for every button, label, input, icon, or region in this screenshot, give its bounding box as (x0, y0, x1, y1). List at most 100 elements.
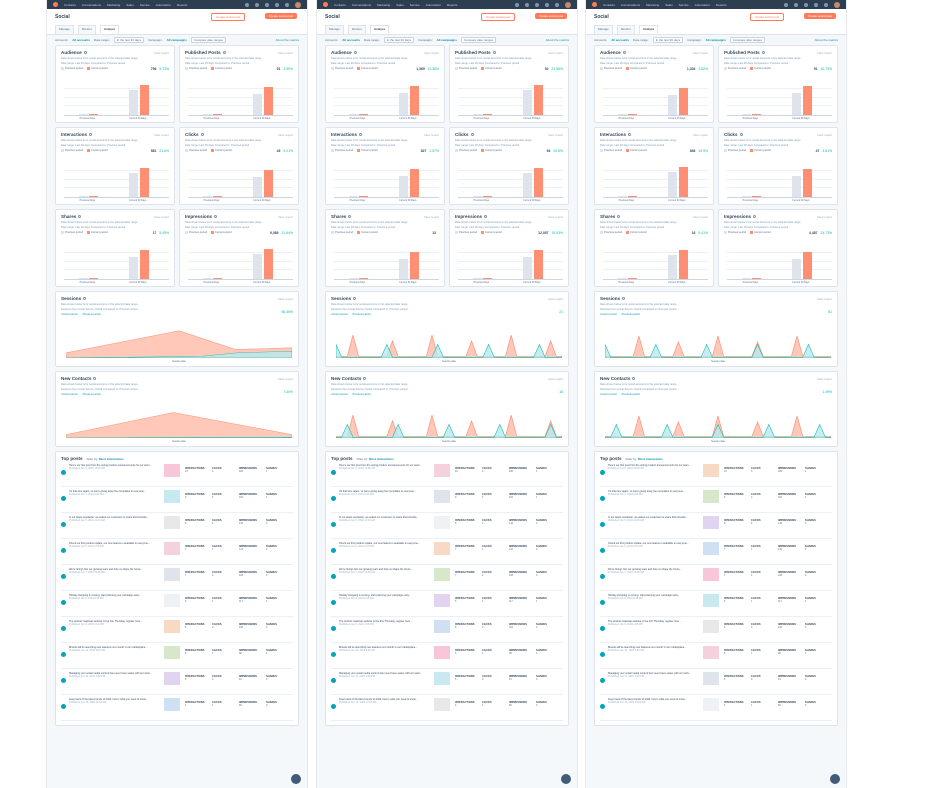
bar[interactable] (139, 84, 149, 115)
compare-date-ranges-toggle[interactable]: Compare date ranges (729, 37, 765, 43)
post-row[interactable]: Managing your social media content has n… (600, 669, 832, 695)
nav-item[interactable]: Service (409, 2, 420, 7)
post-row[interactable]: Brands will be launching new features ne… (61, 643, 293, 669)
legend-prior-label[interactable]: Previous period (352, 313, 371, 316)
post-thumbnail[interactable] (434, 516, 450, 529)
post-text[interactable]: Here's our first post from the spring pr… (608, 464, 700, 483)
marketplace-icon[interactable] (794, 2, 798, 7)
info-icon[interactable] (353, 51, 357, 55)
view-report-link[interactable]: View report (816, 297, 832, 301)
post-thumbnail[interactable] (703, 542, 719, 555)
bar[interactable] (253, 94, 263, 115)
bar[interactable] (129, 173, 139, 197)
post-row[interactable]: It's that time again, so we're giving aw… (61, 487, 293, 513)
accounts-dropdown[interactable]: All accounts (342, 38, 361, 42)
bar[interactable] (263, 169, 273, 197)
bar[interactable] (678, 166, 688, 197)
tab-manage[interactable]: Manage (325, 25, 344, 34)
gear-icon[interactable] (545, 2, 549, 7)
info-icon[interactable] (761, 51, 765, 55)
campaign-dropdown[interactable]: All campaigns (436, 38, 457, 42)
nav-item[interactable]: Automation (694, 2, 710, 7)
tab-analyze[interactable]: Analyze (638, 25, 659, 34)
bar[interactable] (139, 167, 149, 197)
post-thumbnail[interactable] (703, 568, 719, 581)
view-report-link[interactable]: View report (547, 297, 563, 301)
bar[interactable] (202, 196, 212, 197)
post-row[interactable]: Managing your social media content has n… (61, 669, 293, 695)
search-icon[interactable] (784, 2, 788, 7)
bar[interactable] (409, 169, 419, 197)
post-thumbnail[interactable] (703, 672, 719, 685)
view-report-link[interactable]: View report (153, 51, 169, 55)
bar[interactable] (129, 256, 139, 279)
bar[interactable] (359, 195, 369, 197)
bar[interactable] (89, 113, 99, 115)
info-icon[interactable] (617, 215, 621, 219)
post-text[interactable]: Brands will be launching new features ne… (608, 646, 700, 665)
post-row[interactable]: It's that time again, so we're giving aw… (331, 487, 563, 513)
bar[interactable] (78, 114, 88, 115)
post-text[interactable]: Check out this product update, our new f… (69, 542, 161, 561)
compare-date-ranges-toggle[interactable]: Compare date ranges (190, 37, 226, 43)
post-row[interactable]: Check out this product update, our new f… (61, 539, 293, 565)
view-report-link[interactable]: View report (153, 133, 169, 137)
view-report-link[interactable]: View report (547, 51, 563, 55)
nav-item[interactable]: Conversations (351, 2, 372, 7)
campaign-dropdown[interactable]: All campaigns (705, 38, 726, 42)
legend-current-label[interactable]: Current period (61, 393, 78, 396)
post-row[interactable]: In our latest newsletter, we asked our c… (61, 513, 293, 539)
post-text[interactable]: Brands will be launching new features ne… (69, 646, 161, 665)
nav-item[interactable]: Service (678, 2, 689, 7)
view-report-link[interactable]: View report (547, 215, 563, 219)
bar[interactable] (359, 277, 369, 279)
gear-icon[interactable] (275, 2, 279, 7)
post-row[interactable]: Brands will be launching new features ne… (600, 643, 832, 669)
bell-icon[interactable] (285, 2, 289, 7)
view-report-link[interactable]: View report (277, 377, 293, 381)
tab-monitor[interactable]: Monitor (347, 25, 366, 34)
post-text[interactable]: We're hiring! Join our growing team and … (608, 568, 700, 587)
bar[interactable] (678, 87, 688, 115)
bar[interactable] (752, 277, 762, 279)
post-text[interactable]: We're hiring! Join our growing team and … (339, 568, 431, 587)
tab-monitor[interactable]: Monitor (616, 25, 635, 34)
post-text[interactable]: Keep track of the latest trends of 2024,… (339, 698, 431, 717)
info-icon[interactable] (470, 133, 474, 137)
date-range-dropdown[interactable]: In the last 30 days (652, 37, 684, 43)
tab-monitor[interactable]: Monitor (77, 25, 96, 34)
post-row[interactable]: Holiday shopping is coming, start planni… (600, 591, 832, 617)
post-thumbnail[interactable] (703, 620, 719, 633)
post-row[interactable]: We're hiring! Join our growing team and … (61, 565, 293, 591)
bar[interactable] (802, 86, 812, 115)
info-icon[interactable] (622, 51, 626, 55)
legend-current-label[interactable]: Current period (600, 313, 617, 316)
view-report-link[interactable]: View report (277, 133, 293, 137)
post-text[interactable]: Holiday shopping is coming, start planni… (339, 594, 431, 613)
bar[interactable] (533, 84, 543, 115)
info-icon[interactable] (83, 297, 87, 301)
post-thumbnail[interactable] (434, 698, 450, 711)
post-row[interactable]: Here's our first post from the spring pr… (61, 461, 293, 487)
avatar[interactable] (834, 1, 840, 8)
nav-item[interactable]: Reports (446, 2, 458, 7)
post-thumbnail[interactable] (434, 620, 450, 633)
post-text[interactable]: Brands will be launching new features ne… (339, 646, 431, 665)
bar[interactable] (483, 195, 493, 197)
date-range-dropdown[interactable]: In the last 30 days (113, 37, 145, 43)
post-text[interactable]: Holiday shopping is coming, start planni… (608, 594, 700, 613)
legend-prior-label[interactable]: Previous period (82, 313, 101, 316)
legend-prior-label[interactable]: Previous period (82, 393, 101, 396)
post-text[interactable]: In our latest newsletter, we asked our c… (608, 516, 700, 535)
nav-item[interactable]: Marketing (107, 2, 121, 7)
legend-current-label[interactable]: Current period (331, 393, 348, 396)
view-report-link[interactable]: View report (816, 133, 832, 137)
info-icon[interactable] (89, 133, 93, 137)
view-report-link[interactable]: View report (277, 297, 293, 301)
post-thumbnail[interactable] (703, 594, 719, 607)
filter-dropdown[interactable]: Most interactions (368, 456, 394, 461)
info-icon[interactable] (363, 377, 367, 381)
legend-current-label[interactable]: Current period (600, 393, 617, 396)
post-text[interactable]: Holiday shopping is coming, start planni… (69, 594, 161, 613)
bar[interactable] (213, 195, 223, 197)
